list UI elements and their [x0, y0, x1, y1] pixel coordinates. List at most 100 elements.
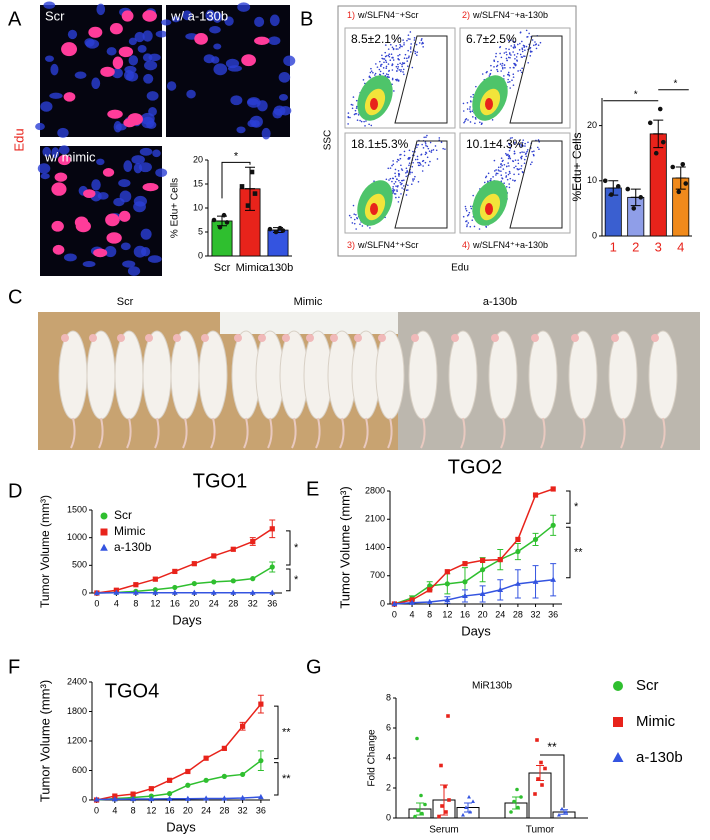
flow-dot [403, 150, 406, 153]
flow-dot [378, 68, 381, 71]
flow-dot [351, 104, 354, 106]
nucleus [140, 228, 152, 240]
flow-dot [408, 164, 410, 167]
flow-dot [351, 107, 354, 110]
gate [509, 35, 563, 124]
flow-dot [531, 161, 533, 163]
flow-dot [355, 107, 358, 109]
sig-label: ** [574, 546, 583, 558]
flow-dot [508, 48, 510, 51]
mouse-tail [210, 417, 216, 449]
flow-dot [466, 214, 469, 217]
flow-dot [403, 62, 406, 65]
plot-text: w/SLFN4⁺+Scr [357, 240, 419, 250]
mouse-ear [531, 334, 539, 342]
x-tick-label: 16 [170, 598, 180, 608]
flow-dot [370, 67, 372, 70]
x-tick-label: Tumor [526, 825, 555, 836]
flow-dot [408, 162, 411, 164]
flow-plot: 10.1±4.3% 4) w/SLFN4⁺+a-130b [459, 132, 571, 250]
legend-marker [100, 543, 108, 551]
data-point [631, 206, 637, 211]
flow-dot [380, 65, 382, 67]
flow-dot [525, 29, 528, 32]
line-chart: 0 600 1200 1800 2400 Tumor Volume (mm³) 0 4 8 12 1… [37, 676, 291, 834]
flow-dot [387, 48, 390, 50]
y-tick-label: 700 [370, 570, 385, 580]
flow-dot [516, 43, 519, 46]
y-tick-label: 0 [82, 587, 87, 597]
marker [550, 576, 557, 582]
flow-dot [512, 160, 515, 163]
flow-dot [365, 120, 367, 122]
flow-dot [417, 164, 420, 167]
mouse-ear [201, 334, 209, 342]
flow-dot [508, 80, 511, 83]
panel-label: C [8, 286, 22, 308]
marker [221, 773, 227, 780]
mouse [408, 330, 438, 420]
mouse-tail [580, 417, 586, 449]
mouse [142, 330, 172, 420]
flow-dot [423, 136, 425, 139]
x-tick-label: 0 [94, 805, 99, 815]
flow-dot [400, 70, 402, 73]
chart-title: TGO4 [105, 680, 159, 702]
data-point [647, 120, 653, 126]
flow-dot [414, 158, 417, 161]
flow-dot [469, 225, 472, 228]
flow-dot [347, 112, 350, 114]
marker [409, 599, 415, 605]
nucleus [160, 19, 172, 26]
flow-dot [374, 72, 377, 75]
y-tick-label: 0 [386, 812, 391, 822]
flow-dot [394, 168, 397, 171]
edu-nucleus [194, 32, 208, 45]
flow-dot [521, 48, 524, 51]
flow-dot [389, 43, 392, 46]
flow-dot [485, 225, 487, 228]
flow-dot [397, 57, 399, 60]
series-line [96, 796, 261, 801]
flow-dot [376, 66, 379, 68]
flow-dot [418, 161, 421, 164]
error-bar [675, 177, 686, 190]
y-tick-label: 5 [198, 226, 203, 236]
flow-dot [395, 78, 397, 81]
mouse-tail [154, 417, 160, 449]
photo-label: Scr [117, 296, 134, 308]
flow-dot [505, 53, 508, 56]
marker [132, 589, 139, 595]
flow-dot [407, 65, 409, 67]
nucleus [126, 71, 139, 82]
flow-dot [385, 65, 388, 68]
flow-dot [508, 74, 511, 77]
flow-dot [470, 100, 472, 103]
marker [269, 589, 276, 595]
nucleus [42, 146, 51, 157]
flow-dot [406, 57, 408, 60]
flow-dot [421, 41, 424, 44]
flow-dot [519, 53, 522, 56]
flow-dot [359, 223, 361, 225]
flow-dot [409, 46, 412, 48]
flow-dot [508, 183, 510, 185]
flow-dot [385, 55, 388, 57]
flow-dot [507, 157, 510, 160]
flow-y-label: SSC [323, 130, 334, 151]
flow-dot [409, 156, 411, 159]
marker [166, 795, 173, 801]
flow-dot [406, 170, 408, 172]
x-tick-label: 3 [655, 239, 662, 254]
flow-dot [501, 177, 503, 179]
flow-dot [350, 103, 353, 106]
flow-dot [529, 51, 532, 53]
flow-dot [400, 168, 403, 170]
flow-dot [470, 96, 472, 98]
flow-dot [382, 67, 385, 69]
flow-dot [392, 59, 395, 61]
nucleus [91, 179, 101, 191]
flow-dot [390, 53, 393, 55]
data-point [467, 794, 471, 799]
nucleus [49, 92, 63, 99]
